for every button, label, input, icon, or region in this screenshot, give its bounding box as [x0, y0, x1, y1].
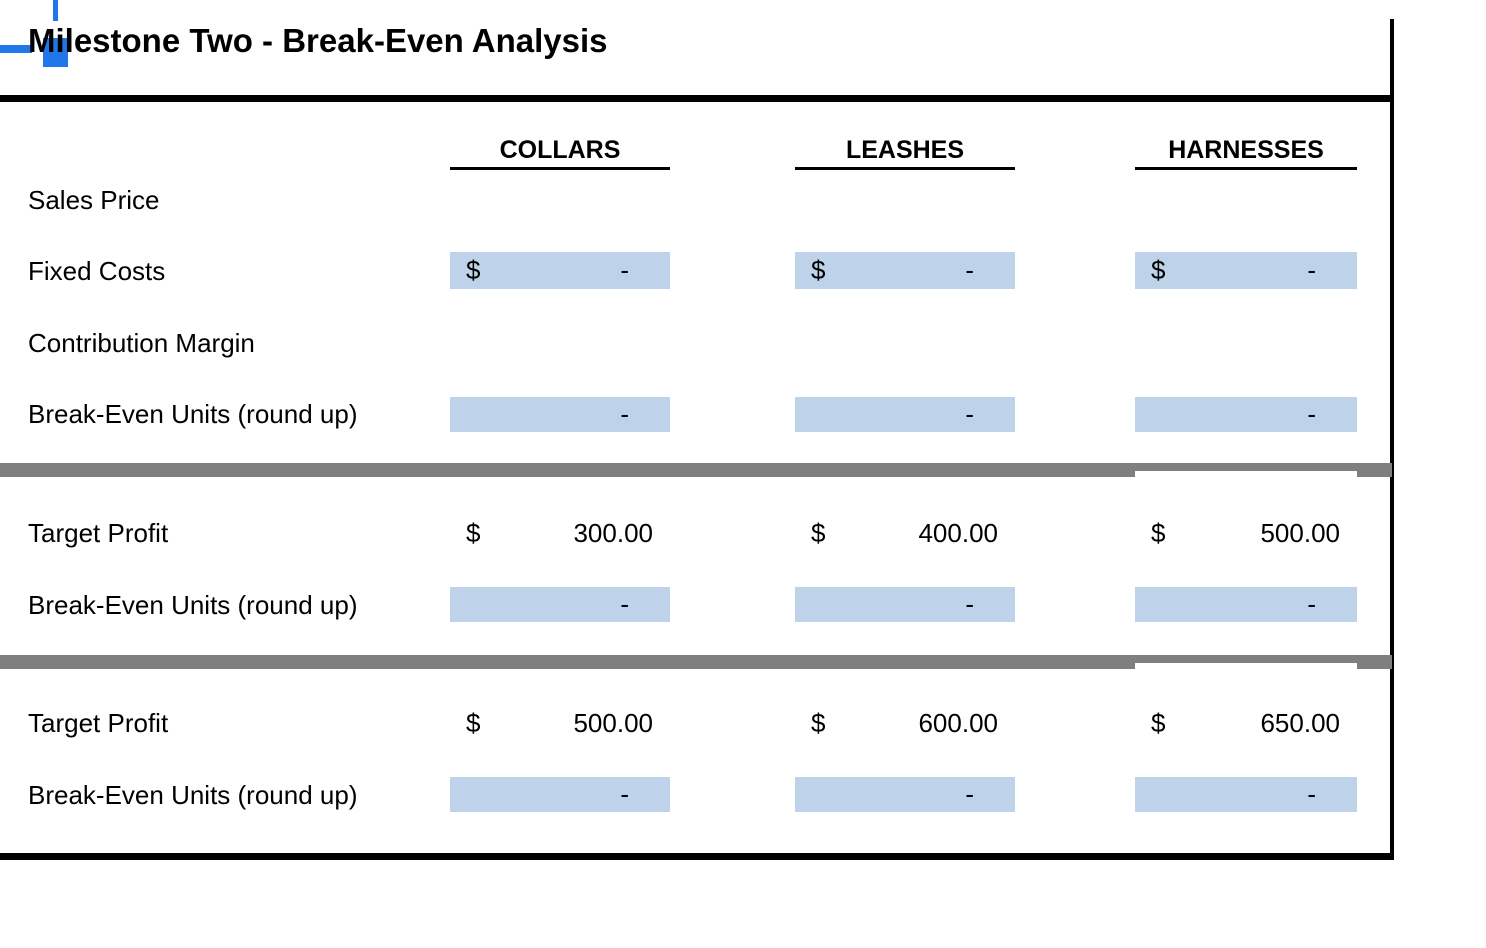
value-cell-target-profit-2-leashes: $ 600.00	[795, 705, 1015, 741]
cell-value: -	[620, 255, 629, 285]
cell-value: -	[965, 399, 974, 429]
row-label-break-even-units-1: Break-Even Units (round up)	[28, 399, 358, 429]
cell-value: -	[620, 589, 629, 619]
currency-symbol: $	[466, 707, 481, 738]
top-border-rule	[0, 95, 1393, 102]
section-separator-1-notch	[1135, 471, 1357, 477]
currency-symbol: $	[1151, 517, 1166, 548]
anchor-horizontal-mark	[0, 45, 32, 53]
row-label-break-even-units-3: Break-Even Units (round up)	[28, 780, 358, 810]
cell-value: 500.00	[1260, 517, 1340, 548]
input-cell-break-even-1-collars[interactable]: -	[450, 397, 670, 432]
section-separator-1	[0, 463, 1392, 477]
currency-symbol: $	[811, 517, 826, 548]
value-cell-target-profit-1-harnesses: $ 500.00	[1135, 515, 1357, 551]
bottom-border-rule	[0, 853, 1393, 860]
currency-symbol: $	[1151, 255, 1166, 285]
input-cell-fixed-costs-leashes[interactable]: $ -	[795, 252, 1015, 289]
right-border-rule	[1390, 19, 1394, 860]
column-header-leashes: LEASHES	[795, 134, 1015, 170]
row-label-target-profit-2: Target Profit	[28, 708, 169, 738]
cell-value: 600.00	[918, 707, 998, 738]
cell-value: -	[1307, 779, 1316, 809]
column-header-harnesses: HARNESSES	[1135, 134, 1357, 170]
cell-value: 300.00	[573, 517, 653, 548]
value-cell-target-profit-2-collars: $ 500.00	[450, 705, 670, 741]
value-cell-target-profit-1-collars: $ 300.00	[450, 515, 670, 551]
cell-value: -	[1307, 255, 1316, 285]
input-cell-break-even-1-leashes[interactable]: -	[795, 397, 1015, 432]
page-title: Milestone Two - Break-Even Analysis	[28, 22, 608, 59]
cell-value: 650.00	[1260, 707, 1340, 738]
value-cell-target-profit-1-leashes: $ 400.00	[795, 515, 1015, 551]
input-cell-break-even-3-collars[interactable]: -	[450, 777, 670, 812]
value-cell-target-profit-2-harnesses: $ 650.00	[1135, 705, 1357, 741]
currency-symbol: $	[811, 707, 826, 738]
row-label-target-profit-1: Target Profit	[28, 518, 169, 548]
input-cell-break-even-2-harnesses[interactable]: -	[1135, 587, 1357, 622]
cell-value: -	[965, 779, 974, 809]
input-cell-fixed-costs-collars[interactable]: $ -	[450, 252, 670, 289]
currency-symbol: $	[466, 255, 481, 285]
row-label-contribution-margin: Contribution Margin	[28, 328, 255, 358]
cell-value: -	[1307, 399, 1316, 429]
cell-value: -	[965, 255, 974, 285]
currency-symbol: $	[811, 255, 826, 285]
anchor-vertical-mark	[53, 0, 58, 21]
cell-value: -	[620, 399, 629, 429]
cell-value: 400.00	[918, 517, 998, 548]
currency-symbol: $	[1151, 707, 1166, 738]
cell-value: -	[620, 779, 629, 809]
row-label-break-even-units-2: Break-Even Units (round up)	[28, 590, 358, 620]
column-header-collars: COLLARS	[450, 134, 670, 170]
section-separator-2-notch	[1135, 663, 1357, 669]
currency-symbol: $	[466, 517, 481, 548]
input-cell-break-even-1-harnesses[interactable]: -	[1135, 397, 1357, 432]
cell-value: 500.00	[573, 707, 653, 738]
section-separator-2	[0, 655, 1392, 669]
input-cell-break-even-3-harnesses[interactable]: -	[1135, 777, 1357, 812]
input-cell-break-even-2-leashes[interactable]: -	[795, 587, 1015, 622]
input-cell-fixed-costs-harnesses[interactable]: $ -	[1135, 252, 1357, 289]
anchor-square-mark	[43, 38, 68, 67]
input-cell-break-even-2-collars[interactable]: -	[450, 587, 670, 622]
cell-value: -	[1307, 589, 1316, 619]
row-label-sales-price: Sales Price	[28, 185, 160, 215]
input-cell-break-even-3-leashes[interactable]: -	[795, 777, 1015, 812]
cell-value: -	[965, 589, 974, 619]
row-label-fixed-costs: Fixed Costs	[28, 256, 166, 286]
